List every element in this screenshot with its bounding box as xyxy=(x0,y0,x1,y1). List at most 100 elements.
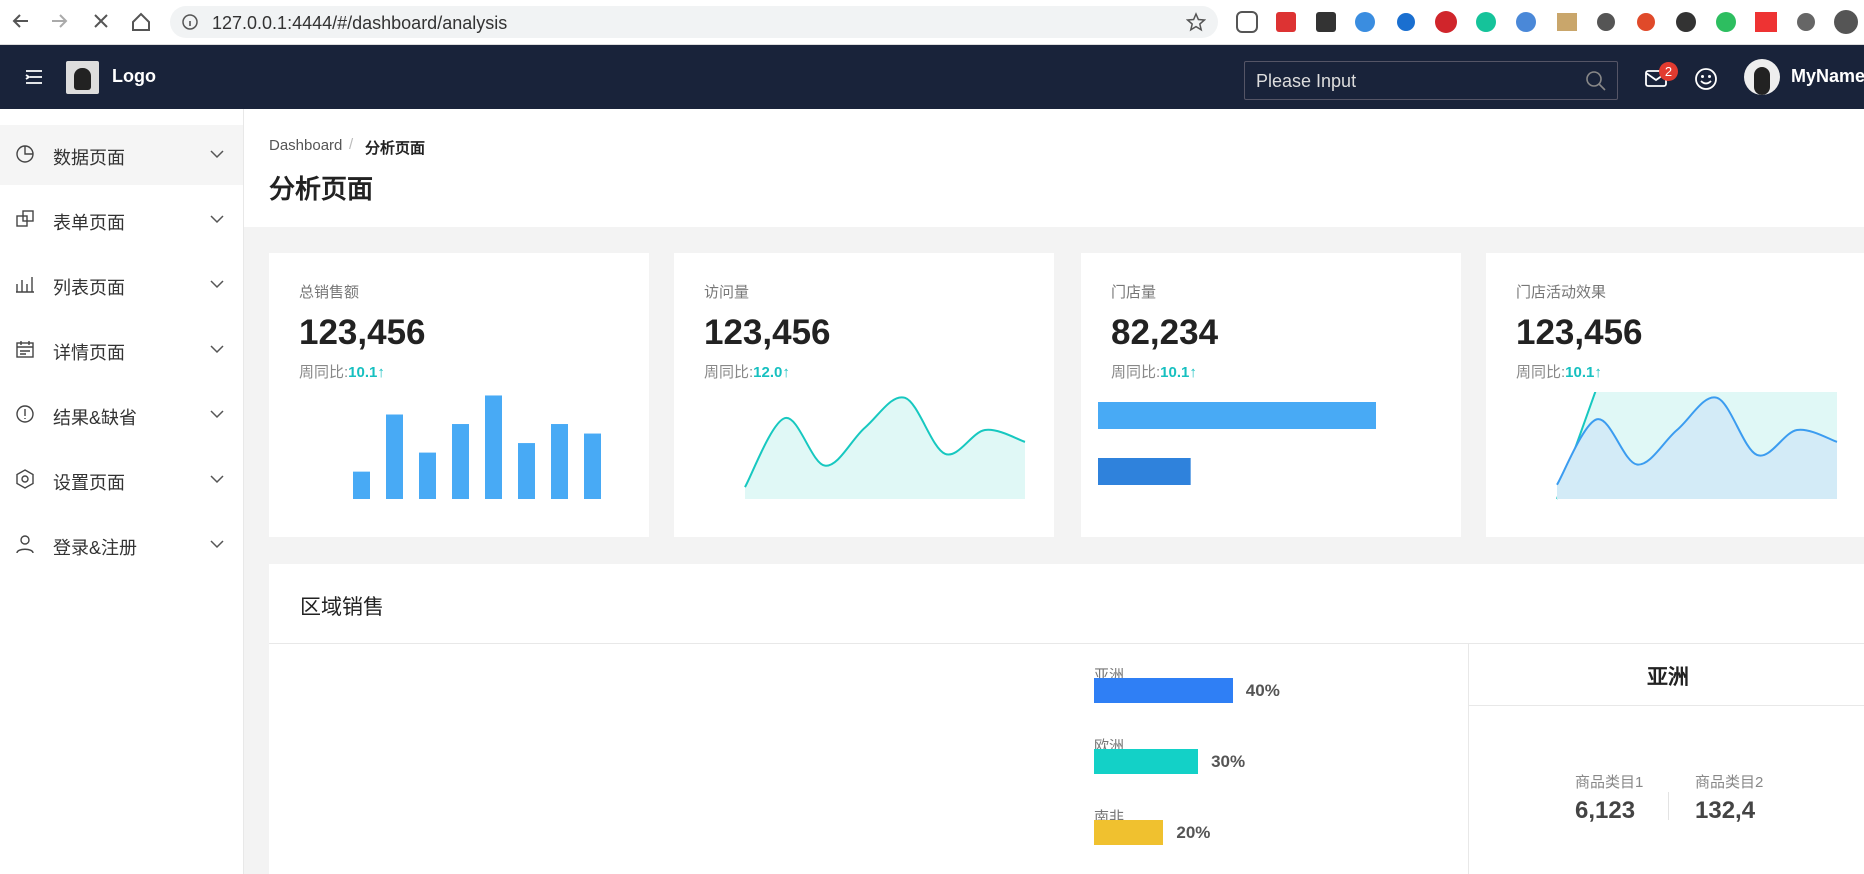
menu-icon xyxy=(16,341,34,358)
menu-item[interactable]: 列表页面 xyxy=(0,255,243,315)
info-icon xyxy=(182,14,198,30)
search-input[interactable]: Please Input xyxy=(1244,61,1618,100)
page-header: Dashboard / 分析页面 分析页面 xyxy=(244,109,1864,227)
bar xyxy=(1098,402,1376,429)
chevron xyxy=(210,410,224,419)
stat-label: 商品类目1 xyxy=(1575,774,1644,791)
card-value: 123,456 xyxy=(299,313,426,352)
stat-card: 门店活动效果 123,456 周同比:10.1↑ xyxy=(1486,253,1864,537)
menu-item[interactable]: 登录&注册 xyxy=(0,515,243,575)
mail-badge: 2 xyxy=(1659,62,1678,81)
divider xyxy=(1468,643,1469,874)
menu-item[interactable]: 结果&缺省 xyxy=(0,385,243,445)
menu-label: 表单页面 xyxy=(53,213,125,233)
nav-buttons[interactable] xyxy=(0,0,170,44)
breadcrumb-current: 分析页面 xyxy=(365,140,426,157)
menu-label: 详情页面 xyxy=(53,343,125,363)
chevron xyxy=(210,540,224,549)
region-bar xyxy=(1094,678,1233,703)
mini-chart xyxy=(1098,402,1376,485)
menu-icon xyxy=(16,210,34,227)
chevron xyxy=(210,475,224,484)
card-label: 门店量 xyxy=(1111,284,1157,301)
chevron xyxy=(210,215,224,224)
address-bar[interactable]: 127.0.0.1:4444/#/dashboard/analysis xyxy=(170,6,1218,38)
card-value: 82,234 xyxy=(1111,313,1219,352)
menu-toggle[interactable] xyxy=(24,67,44,87)
page-title: 分析页面 xyxy=(269,174,374,204)
region-bar xyxy=(1094,820,1164,845)
chevron xyxy=(210,150,224,159)
menu-item[interactable]: 表单页面 xyxy=(0,190,243,250)
area xyxy=(745,397,1025,499)
panel-title: 区域销售 xyxy=(300,596,384,619)
menu-label: 列表页面 xyxy=(53,278,125,298)
region-detail: 亚洲 商品类目1 6,123 商品类目2 132,4 xyxy=(1468,643,1864,874)
card-label: 门店活动效果 xyxy=(1516,284,1607,301)
smile-icon[interactable] xyxy=(1694,67,1718,91)
compare-label: 周同比: xyxy=(1516,364,1566,381)
star-icon[interactable] xyxy=(1186,12,1206,32)
breadcrumb-separator: / xyxy=(349,136,354,153)
card-value: 123,456 xyxy=(704,313,831,352)
logo-text[interactable]: Logo xyxy=(112,66,156,86)
menu-label: 结果&缺省 xyxy=(53,408,138,428)
compare-value: 12.0↑ xyxy=(753,364,790,381)
stat-label: 商品类目2 xyxy=(1695,774,1764,791)
mini-chart xyxy=(744,396,1026,499)
bar xyxy=(518,443,535,499)
breadcrumb-link[interactable]: Dashboard xyxy=(269,137,343,154)
region-value-label: 40% xyxy=(1245,681,1280,700)
sidebar: 数据页面表单页面列表页面详情页面结果&缺省设置页面 登录&注册 xyxy=(0,109,244,874)
stat-value: 6,123 xyxy=(1575,797,1636,824)
region-bar xyxy=(1094,749,1199,774)
search-placeholder: Please Input xyxy=(1256,71,1357,91)
compare-label: 周同比: xyxy=(299,364,349,381)
stat-card: 门店量 82,234 周同比:10.1↑ xyxy=(1081,253,1461,537)
divider xyxy=(269,643,1864,644)
menu-icon xyxy=(16,145,34,163)
menu-item[interactable]: 详情页面 xyxy=(0,320,243,380)
avatar[interactable] xyxy=(1744,59,1780,95)
compare-label: 周同比: xyxy=(704,364,754,381)
compare-value: 10.1↑ xyxy=(348,364,385,381)
detail-title: 亚洲 xyxy=(1647,666,1689,689)
bar xyxy=(419,452,436,499)
bar xyxy=(584,433,601,499)
region-bars: 亚洲 40% 欧洲 30% 南非 20% xyxy=(1094,664,1394,874)
browser-toolbar: 127.0.0.1:4444/#/dashboard/analysis xyxy=(0,0,1864,45)
bar xyxy=(1098,458,1191,485)
chevron xyxy=(210,280,224,289)
bar xyxy=(353,471,370,499)
card-compare: 周同比:10.1↑ xyxy=(299,361,385,382)
stat-card: 总销售额 123,456 周同比:10.1↑ xyxy=(269,253,649,537)
card-compare: 周同比:10.1↑ xyxy=(1516,361,1602,382)
divider xyxy=(1468,705,1864,706)
menu-icon xyxy=(16,405,34,423)
divider xyxy=(1668,792,1669,820)
card-value: 123,456 xyxy=(1516,313,1643,352)
menu-icon xyxy=(16,535,34,554)
line xyxy=(744,396,1026,488)
extension-icons[interactable] xyxy=(1228,8,1864,38)
menu-item[interactable]: 数据页面 xyxy=(0,125,243,185)
card-compare: 周同比:12.0↑ xyxy=(704,361,790,382)
bar xyxy=(452,424,469,499)
menu-item[interactable]: 设置页面 xyxy=(0,450,243,510)
app-header: Logo Please Input 2 MyName xyxy=(0,45,1864,109)
search-icon[interactable] xyxy=(1585,70,1607,92)
compare-value: 10.1↑ xyxy=(1160,364,1197,381)
stat-value: 132,4 xyxy=(1695,797,1756,824)
card-compare: 周同比:10.1↑ xyxy=(1111,361,1197,382)
user-name[interactable]: MyName xyxy=(1791,66,1864,86)
menu-icon xyxy=(16,277,34,293)
chevron xyxy=(210,345,224,354)
area xyxy=(1557,397,1837,499)
logo-image xyxy=(66,61,99,94)
url-text: 127.0.0.1:4444/#/dashboard/analysis xyxy=(212,13,508,33)
bar xyxy=(386,414,403,499)
mini-chart xyxy=(1556,392,1838,500)
menu-label: 数据页面 xyxy=(53,148,125,168)
line xyxy=(1556,396,1838,486)
